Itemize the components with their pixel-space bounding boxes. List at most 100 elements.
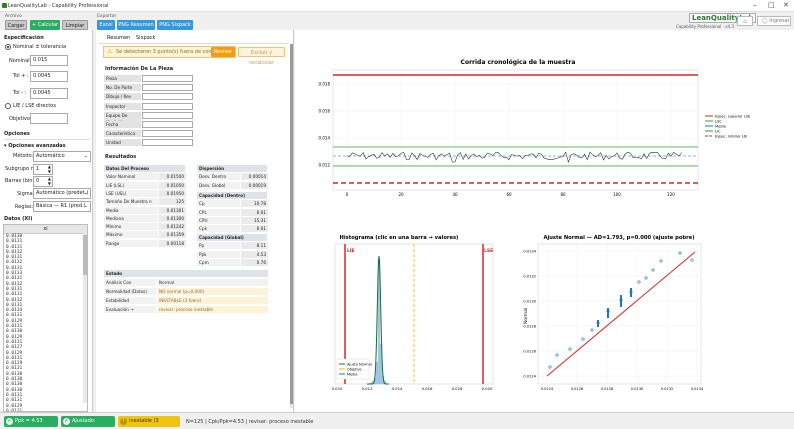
advanced-options-toggle[interactable]: ▾ Opciones avanzadas [4,143,66,149]
info-field-input[interactable] [142,130,193,138]
scrollbar[interactable] [83,233,87,403]
spinner-arrows-icon[interactable]: ▲ ▼ [47,164,51,174]
info-field-input[interactable] [142,111,193,119]
data-row[interactable]: 0.0127 [6,345,23,351]
result-label: LSE (USL) [104,189,158,197]
data-row[interactable]: 0.0131 [6,302,23,308]
metodo-select[interactable]: Automático ⌄ [33,151,91,162]
data-row[interactable]: 0.0130 [6,371,23,377]
data-row[interactable]: 0.0131 [6,324,23,330]
data-row[interactable]: 0.0132 [6,297,23,303]
info-field-input[interactable] [142,139,193,147]
data-row[interactable]: 0.0131 [6,313,23,319]
normal-status-badge: ✓Ajustado: Normal [61,416,115,427]
scrollbar-thumb[interactable] [83,235,87,275]
data-row[interactable]: 0.0131 [6,398,23,404]
x-tick-label: 120 [667,192,675,197]
sigma-select[interactable]: Automático (predet.) ⌄ [33,188,91,199]
calcular-button[interactable]: + Calcular [30,20,60,30]
scrollbar[interactable] [290,44,293,408]
info-field-input[interactable] [142,121,193,128]
data-row[interactable]: 0.0131 [6,239,23,245]
result-value: 0.00019 [241,181,268,189]
data-row[interactable]: 0.0131 [6,244,23,250]
estado-label: Estabilidad [104,297,156,304]
data-row[interactable]: 0.0130 [6,329,23,335]
y-tick-label: 0.0134 [523,249,536,253]
cargar-button[interactable]: Cargar [5,20,27,30]
data-row[interactable]: 0.0132 [6,249,23,255]
data-row[interactable]: 0.0129 [6,361,23,367]
maximize-icon[interactable]: □ [768,1,775,9]
result-value: 0.01242 [159,223,186,231]
tol-minus-field[interactable]: 0.0045 [30,88,68,99]
data-row[interactable]: 0.0130 [6,382,23,388]
tol-plus-field[interactable]: 0.0045 [30,71,68,82]
data-row[interactable]: 0.0131 [6,255,23,261]
data-row[interactable]: 0.0131 [6,339,23,345]
histogram-bar[interactable] [375,361,379,385]
data-row[interactable]: 0.0131 [6,276,23,282]
data-row[interactable]: 0.0131 [6,292,23,298]
barras-spinner[interactable]: 0 ▲ ▼ [33,176,53,187]
x-tick-label: 0.014 [392,386,403,391]
data-row[interactable]: 0.0131 [6,408,23,412]
data-table[interactable]: xi 0.0130 0.0131 0.0131 0.0132 0.0131 0.0132 0… [3,224,88,412]
data-row[interactable]: 0.0130 [6,234,23,239]
scrollbar-thumb[interactable] [290,44,293,404]
excel-button[interactable]: Excel [97,20,115,30]
estado-value: INESTABLE (3 fuera) [157,297,268,304]
data-row[interactable]: 0.0129 [6,350,23,356]
qq-point [659,259,663,263]
divider [4,139,90,140]
data-row[interactable]: 0.0132 [6,260,23,266]
nominal-radio-label: Nominal ± tolerancia [13,44,67,50]
data-row[interactable]: 0.0133 [6,271,23,277]
x-tick-label: 0.020 [482,386,493,391]
y-tick-label: 0.0130 [523,299,536,303]
objetivo-field[interactable] [30,113,68,124]
info-field-input[interactable] [142,93,193,101]
result-value: 0.00118 [159,239,186,247]
tol-plus-label: Tol + : [13,73,29,79]
spinner-arrows-icon[interactable]: ▲ ▼ [47,176,51,186]
limpiar-button[interactable]: Limpiar [62,20,88,30]
data-row[interactable]: 0.0132 [6,281,23,287]
data-row[interactable]: 0.0129 [6,403,23,409]
result-label: Media [104,206,158,214]
ingresar-button[interactable]: ◯ Ingresar [757,16,791,26]
data-row[interactable]: 0.0130 [6,377,23,383]
data-row[interactable]: 0.0131 [6,355,23,361]
data-row[interactable]: 0.0129 [6,334,23,340]
data-row[interactable]: 0.0134 [6,308,23,314]
tab-sixpack[interactable]: Sixpack [136,35,156,41]
data-row[interactable]: 0.0129 [6,318,23,324]
exportar-group-label: Exportar [97,14,117,19]
subgrupo-spinner[interactable]: 1 ▲ ▼ [33,164,53,175]
minimize-icon[interactable]: – [753,1,757,9]
data-row[interactable]: 0.0131 [6,265,23,271]
nominal-radio[interactable] [5,44,11,50]
y-tick-label: 0.0128 [523,324,536,328]
nominal-field[interactable]: 0.015 [30,55,68,66]
warning-text: Se detectaron 3 punto(s) fuera de contro… [116,49,222,55]
info-field-input[interactable] [142,75,193,82]
result-label: LIE (LSL) [104,181,158,189]
close-icon[interactable]: ✕ [783,1,789,9]
data-row[interactable]: 0.0131 [6,366,23,372]
lock-icon[interactable]: ⌂ [737,16,753,26]
data-row[interactable]: 0.0130 [6,387,23,393]
data-row[interactable]: 0.0131 [6,286,23,292]
png-resumen-button[interactable]: PNG Resumen [117,20,155,30]
png-sixpack-button[interactable]: PNG Sixpack [157,20,193,30]
info-field-input[interactable] [142,102,193,110]
normal-status-text: Ajustado: Normal [72,418,96,424]
info-field-input[interactable] [142,84,193,92]
data-row[interactable]: 0.0131 [6,392,23,398]
estado-title: Estado [104,270,268,277]
result-value: 0.01950 [159,189,186,197]
revisar-button[interactable]: Revisar [211,47,235,57]
lie-lse-radio[interactable] [5,103,11,109]
excluir-button[interactable]: Excluir y recalcular [238,47,285,66]
reglas-select[interactable]: Básica — R1 (pred.) ⌄ [33,201,91,212]
